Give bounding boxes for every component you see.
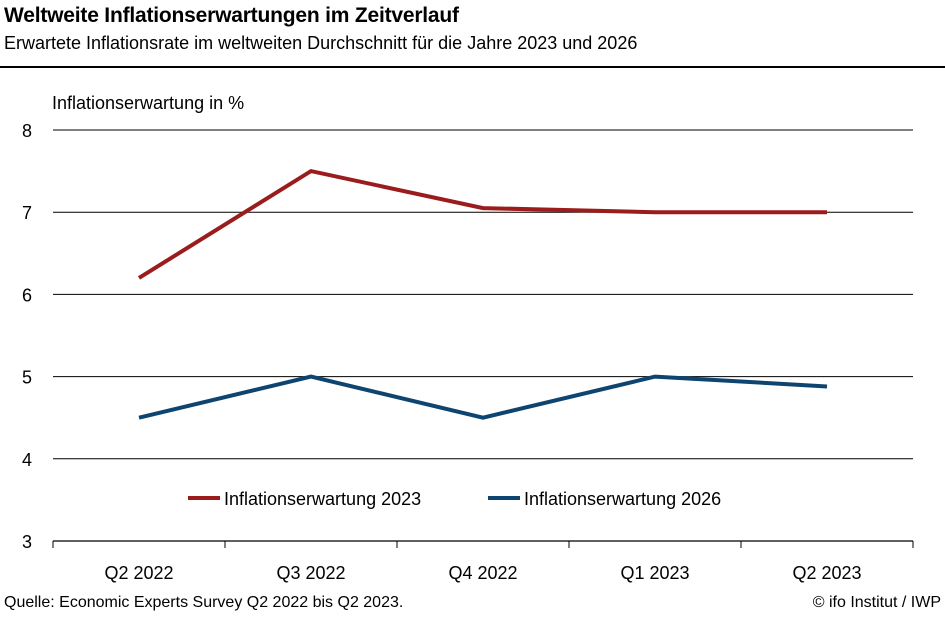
legend-label: Inflationserwartung 2023: [224, 489, 421, 509]
legend-label: Inflationserwartung 2026: [524, 489, 721, 509]
x-tick-label: Q4 2022: [448, 563, 517, 583]
y-tick-label: 5: [22, 368, 32, 388]
header-divider: [0, 66, 945, 68]
series-line-2: [138, 374, 828, 420]
x-tick-label: Q2 2022: [104, 563, 173, 583]
y-tick-label: 6: [22, 285, 32, 305]
series-lines: [137, 168, 828, 420]
x-axis: Q2 2022 Q3 2022 Q4 2022 Q1 2023 Q2 2023: [52, 540, 914, 583]
y-tick-label: 8: [22, 121, 32, 141]
credit-note: © ifo Institut / IWP: [812, 594, 941, 611]
y-tick-label: 7: [22, 203, 32, 223]
chart-title: Weltweite Inflationserwartungen im Zeitv…: [4, 4, 459, 27]
source-note: Quelle: Economic Experts Survey Q2 2022 …: [4, 594, 404, 611]
chart-subtitle: Erwartete Inflationsrate im weltweiten D…: [4, 33, 638, 53]
gridlines: [53, 129, 913, 460]
x-tick-label: Q2 2023: [792, 563, 861, 583]
legend: Inflationserwartung 2023 Inflationserwart…: [188, 489, 721, 509]
y-axis-label: Inflationserwartung in %: [52, 93, 244, 113]
x-tick-label: Q3 2022: [276, 563, 345, 583]
x-tick-label: Q1 2023: [620, 563, 689, 583]
series-line-1: [137, 168, 827, 280]
y-tick-label: 4: [22, 450, 32, 470]
y-axis-ticks: 3 4 5 6 7 8: [22, 121, 32, 552]
y-tick-label: 3: [22, 532, 32, 552]
